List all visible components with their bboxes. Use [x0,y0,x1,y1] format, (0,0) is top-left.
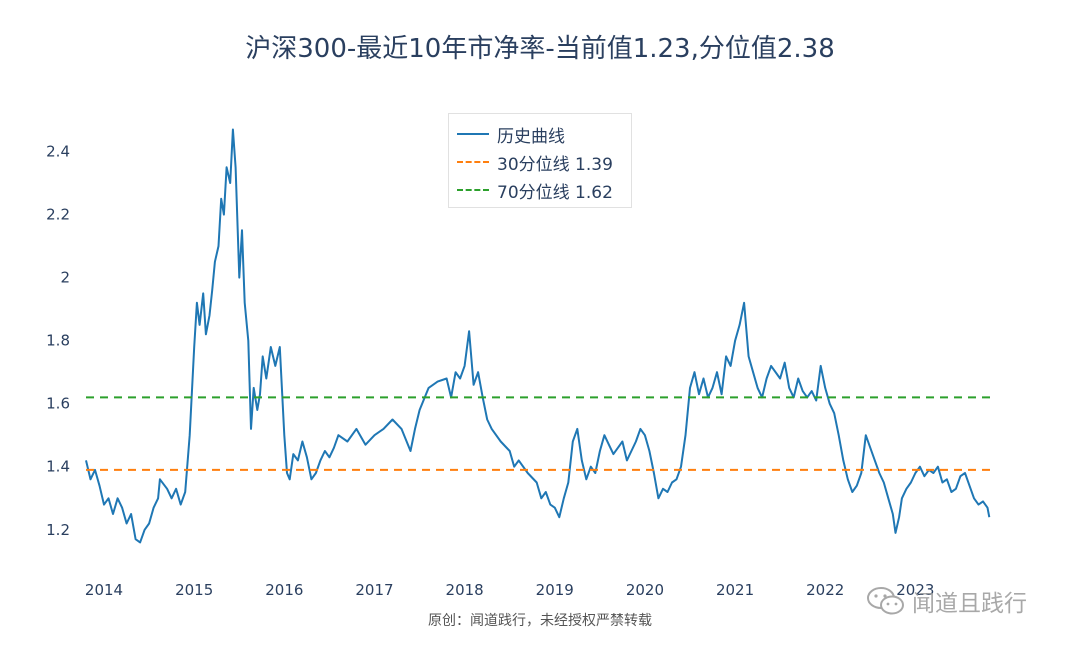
x-tick-label: 2014 [85,581,123,599]
legend-label-70-percentile: 70分位线 1.62 [497,182,613,203]
y-tick-label: 2 [60,269,70,287]
legend-item-30-percentile[interactable]: 30分位线 1.39 [457,148,631,176]
y-axis: 1.2 1.4 1.6 1.8 2 2.2 2.4 [46,143,70,539]
x-tick-label: 2015 [175,581,213,599]
x-tick-label: 2021 [716,581,754,599]
x-tick-label: 2020 [626,581,664,599]
y-tick-label: 1.2 [46,521,70,539]
watermark-text: 闻道且践行 [912,591,1027,617]
legend-swatch-30-percentile [457,161,489,163]
wechat-icon [867,587,904,615]
x-tick-label: 2018 [446,581,484,599]
legend-label-history: 历史曲线 [497,126,565,147]
source-note: 原创：闻道践行，未经授权严禁转载 [428,613,652,629]
chart-title: 沪深300-最近10年市净率-当前值1.23,分位值2.38 [245,34,835,64]
history-series-line [85,128,991,544]
y-tick-label: 2.2 [46,206,70,224]
y-tick-label: 2.4 [46,143,70,161]
x-tick-label: 2022 [806,581,844,599]
y-tick-label: 1.4 [46,458,70,476]
legend-label-30-percentile: 30分位线 1.39 [497,154,613,175]
legend-swatch-history [457,133,489,135]
x-tick-label: 2017 [355,581,393,599]
y-tick-label: 1.8 [46,332,70,350]
watermark: 闻道且践行 [866,584,1027,618]
y-tick-label: 1.6 [46,395,70,413]
legend-swatch-70-percentile [457,189,489,191]
legend: 历史曲线 30分位线 1.39 70分位线 1.62 [448,113,632,208]
legend-item-history[interactable]: 历史曲线 [457,120,631,148]
x-tick-label: 2019 [536,581,574,599]
x-axis: 2014 2015 2016 2017 2018 2019 2020 2021 2022 2023 [85,581,935,599]
legend-item-70-percentile[interactable]: 70分位线 1.62 [457,176,631,204]
series-layer [85,128,992,544]
x-tick-label: 2016 [265,581,303,599]
x-tick-label: 2023 [896,581,934,599]
